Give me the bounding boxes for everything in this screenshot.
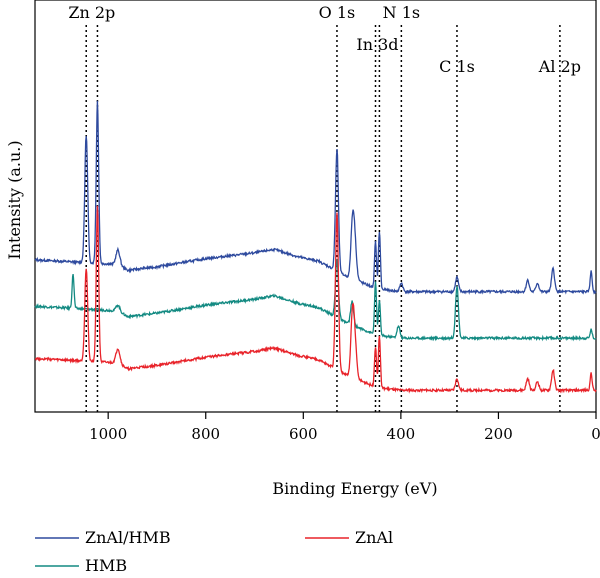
series-line (34, 100, 597, 295)
annotation-label: In 3d (356, 35, 398, 54)
annotation-label: C 1s (439, 57, 475, 76)
y-axis-title: Intensity (a.u.) (5, 140, 24, 259)
x-tick-label: 1000 (89, 425, 127, 443)
annotation-label: O 1s (319, 3, 356, 22)
x-tick-label: 200 (484, 425, 513, 443)
legend-label: HMB (85, 556, 127, 575)
x-tick-label: 800 (191, 425, 220, 443)
series-line (34, 205, 597, 394)
annotation-label: N 1s (383, 3, 420, 22)
annotation-label: Al 2p (538, 57, 581, 76)
x-axis-title: Binding Energy (eV) (272, 479, 437, 498)
annotation-label: Zn 2p (68, 3, 115, 22)
legend-label: ZnAl (355, 528, 393, 547)
x-tick-label: 400 (387, 425, 416, 443)
legend: ZnAl/HMB HMB ZnAl (35, 528, 393, 575)
series-lines (34, 100, 597, 394)
x-tick-label: 600 (289, 425, 318, 443)
legend-label: ZnAl/HMB (85, 528, 171, 547)
x-tick-label: 0 (591, 425, 600, 443)
x-axis: 1000 800 600 400 200 0 (89, 412, 600, 443)
annotation-lines (85, 25, 561, 412)
series-line (34, 258, 597, 342)
plot-frame (34, 0, 597, 413)
